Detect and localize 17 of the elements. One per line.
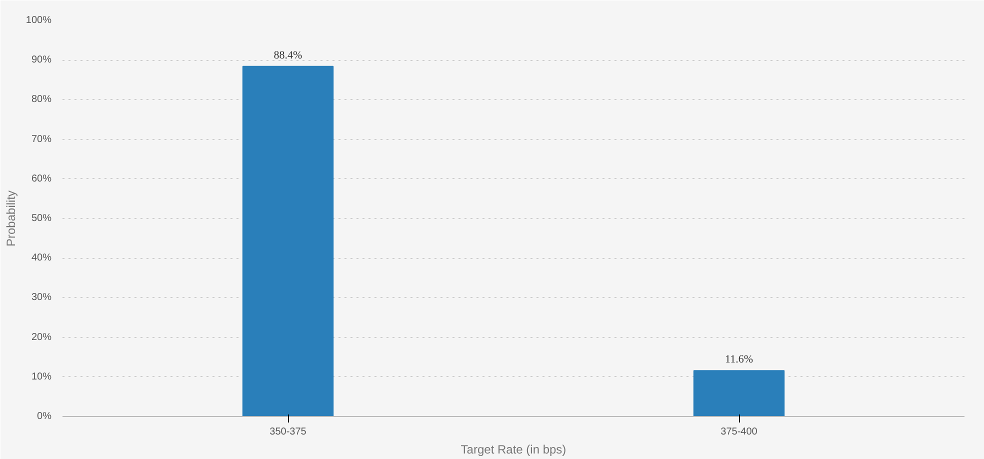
y-tick-label: 20%	[31, 332, 52, 343]
x-tick-label: 350-375	[270, 426, 307, 438]
y-tick-label: 70%	[31, 134, 52, 145]
y-tick-label: 0%	[37, 411, 52, 422]
y-tick-label: 10%	[31, 371, 52, 382]
y-axis-title: Probability	[4, 190, 18, 247]
x-tick-label: 375-400	[720, 426, 758, 438]
data-label: 11.6%	[725, 354, 754, 366]
y-tick-label: 30%	[31, 292, 52, 304]
y-tick-label: 50%	[31, 213, 52, 224]
y-tick-label: 60%	[31, 173, 52, 184]
x-axis-title: Target Rate (in bps)	[460, 442, 566, 456]
y-tick-label: 100%	[26, 15, 52, 26]
y-tick-label: 90%	[31, 54, 52, 66]
y-tick-label: 40%	[31, 252, 52, 264]
data-label: 88.4%	[274, 49, 302, 62]
y-tick-label: 80%	[31, 94, 52, 106]
